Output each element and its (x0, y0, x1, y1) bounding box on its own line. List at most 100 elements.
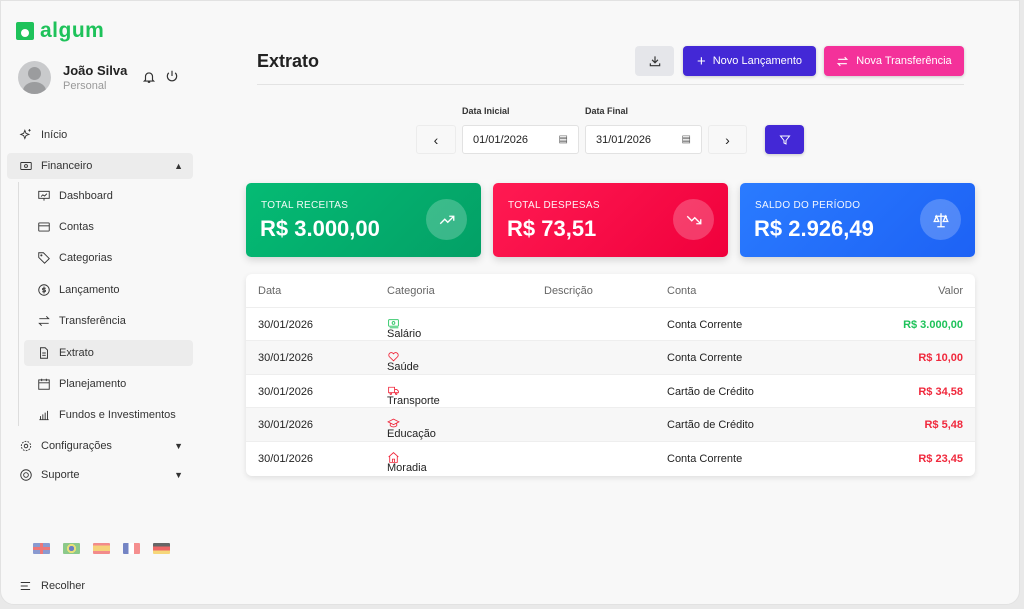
home-icon (388, 452, 399, 463)
sidebar-item-configuracoes[interactable]: Configurações ▼ (7, 433, 193, 459)
table-row[interactable]: 30/01/2026 Educação Cartão de Crédito R$ 5,… (246, 408, 975, 442)
arrows-exchange-icon (38, 316, 50, 326)
flag-france-icon[interactable] (123, 543, 140, 554)
card-total-receitas: TOTAL RECEITAS R$ 3.000,00 (246, 183, 481, 257)
credit-card-icon (38, 222, 50, 232)
logo-icon (16, 22, 34, 40)
table-header: Data Categoria Descrição Conta Valor (246, 274, 975, 308)
flag-spain-icon[interactable] (93, 543, 110, 554)
card-total-despesas: TOTAL DESPESAS R$ 73,51 (493, 183, 728, 257)
card-label: TOTAL DESPESAS (508, 200, 600, 211)
chevron-up-icon: ▲ (174, 161, 183, 171)
card-label: TOTAL RECEITAS (261, 200, 349, 211)
sidebar-item-suporte[interactable]: Suporte ▼ (7, 462, 193, 488)
menu-icon (20, 582, 31, 590)
new-entry-label: Novo Lançamento (712, 55, 803, 67)
flag-brazil-icon[interactable] (63, 543, 80, 554)
user-role: Personal (63, 80, 107, 92)
sidebar-item-fundos[interactable]: Fundos e Investimentos (24, 402, 193, 428)
download-button[interactable] (635, 46, 674, 76)
category-label: Transporte (387, 394, 440, 407)
column-header-data: Data (258, 285, 282, 297)
start-date-input[interactable]: 01/01/2026 ▤ (462, 125, 579, 154)
category-label: Salário (387, 327, 422, 340)
bell-icon[interactable] (142, 70, 156, 84)
sidebar-item-inicio[interactable]: Início (19, 122, 67, 148)
chevron-left-icon: ‹ (433, 131, 439, 148)
trending-down-icon (686, 215, 701, 224)
document-icon (40, 347, 48, 359)
card-value: R$ 3.000,00 (260, 216, 380, 241)
heart-icon (388, 352, 399, 362)
sidebar-item-transferencia[interactable]: Transferência (24, 308, 193, 334)
table-row[interactable]: 30/01/2026 Salário Conta Corrente R$ 3.000,… (246, 308, 975, 342)
cell-date: 30/01/2026 (258, 352, 314, 365)
page-title: Extrato (257, 51, 320, 71)
nav-label: Configurações (41, 440, 112, 452)
cell-date: 30/01/2026 (258, 452, 314, 465)
cell-account: Conta Corrente (667, 352, 743, 365)
money-icon (388, 318, 399, 328)
bar-chart-icon (39, 410, 49, 421)
lifebuoy-icon (20, 469, 32, 481)
cell-category: Moradia (387, 451, 427, 474)
nav-label: Financeiro (41, 160, 93, 172)
cell-category: Transporte (387, 384, 440, 407)
sparkles-icon (19, 129, 31, 140)
new-transfer-button[interactable]: Nova Transferência (824, 46, 964, 76)
sidebar-item-dashboard[interactable]: Dashboard (24, 183, 193, 209)
table-row[interactable]: 30/01/2026 Saúde Conta Corrente R$ 10,00 (246, 341, 975, 375)
logo: algum (16, 19, 104, 43)
cell-date: 30/01/2026 (258, 318, 314, 331)
transactions-table: Data Categoria Descrição Conta Valor 30/… (246, 274, 975, 476)
previous-period-button[interactable]: ‹ (416, 125, 456, 154)
avatar[interactable] (18, 61, 51, 94)
table-row[interactable]: 30/01/2026 Moradia Conta Corrente R$ 23,45 (246, 442, 975, 476)
submenu-line (18, 182, 19, 426)
power-icon[interactable] (165, 69, 179, 83)
collapse-label: Recolher (41, 580, 86, 592)
sidebar-item-lancamento[interactable]: Lançamento (24, 277, 193, 303)
money-icon (20, 162, 32, 170)
chart-board-icon (38, 190, 50, 201)
gear-icon (20, 440, 32, 452)
category-label: Saúde (387, 361, 419, 374)
sidebar-item-financeiro[interactable]: Financeiro ▲ (7, 153, 193, 179)
cell-account: Cartão de Crédito (667, 419, 754, 432)
truck-icon (388, 386, 399, 395)
scale-icon (932, 212, 949, 227)
new-entry-button[interactable]: + Novo Lançamento (683, 46, 816, 76)
end-date-value: 31/01/2026 (596, 133, 652, 146)
end-date-input[interactable]: 31/01/2026 ▤ (585, 125, 702, 154)
category-label: Moradia (387, 461, 427, 474)
arrows-exchange-icon (837, 56, 849, 66)
nav-label: Transferência (59, 315, 126, 327)
flag-uk-icon[interactable] (33, 543, 50, 554)
chevron-right-icon: › (725, 131, 730, 148)
calendar-icon (38, 378, 50, 390)
filter-button[interactable] (765, 125, 804, 154)
table-row[interactable]: 30/01/2026 Transporte Cartão de Crédito R$ … (246, 375, 975, 409)
start-date-label: Data Inicial (462, 106, 510, 116)
tag-icon (38, 252, 50, 264)
sidebar-item-contas[interactable]: Contas (24, 214, 193, 240)
column-header-valor: Valor (938, 285, 963, 297)
calendar-icon[interactable]: ▤ (558, 134, 568, 145)
cell-category: Educação (387, 417, 436, 440)
sidebar-item-categorias[interactable]: Categorias (24, 245, 193, 271)
sidebar-item-planejamento[interactable]: Planejamento (24, 371, 193, 397)
card-saldo-periodo: SALDO DO PERÍODO R$ 2.926,49 (740, 183, 975, 257)
next-period-button[interactable]: › (708, 125, 747, 154)
cell-date: 30/01/2026 (258, 385, 314, 398)
flag-germany-icon[interactable] (153, 543, 170, 554)
nav-label: Contas (59, 221, 94, 233)
logo-text: algum (40, 19, 105, 42)
cell-category: Salário (387, 317, 421, 340)
collapse-button[interactable]: Recolher (19, 573, 85, 599)
nav-label: Fundos e Investimentos (59, 409, 176, 421)
header-divider (257, 84, 964, 85)
sidebar-item-extrato[interactable]: Extrato (24, 340, 193, 366)
calendar-icon[interactable]: ▤ (681, 134, 691, 145)
cell-account: Cartão de Crédito (667, 385, 754, 398)
